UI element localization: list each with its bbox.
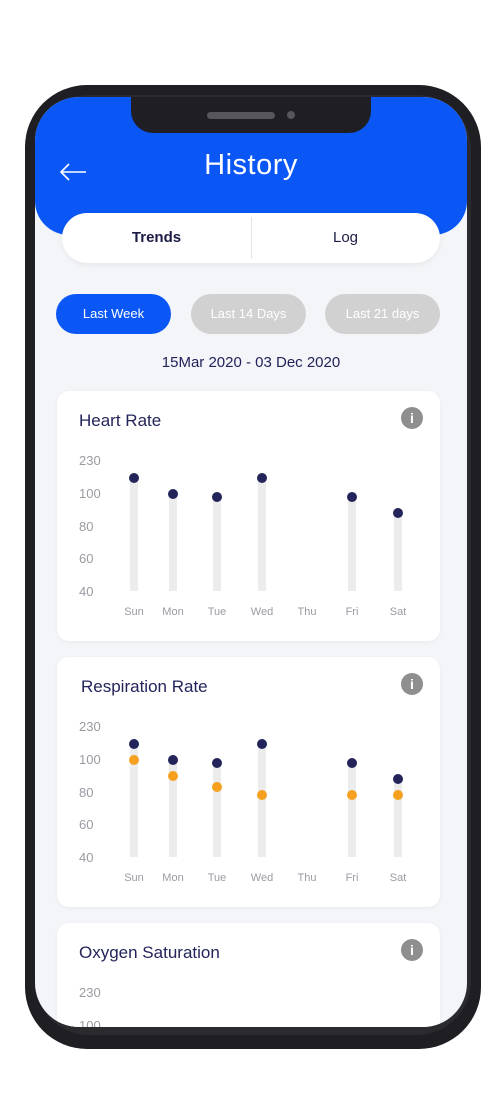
x-tick-label: Sat	[389, 872, 407, 884]
app-screen: History Trends Log Last Week Last 14 Day…	[35, 97, 467, 1027]
app-header: History	[35, 97, 467, 235]
data-point-primary[interactable]	[212, 758, 222, 768]
info-icon[interactable]: i	[401, 673, 423, 695]
back-arrow-icon[interactable]	[59, 155, 89, 185]
tab-trends[interactable]: Trends	[131, 229, 182, 246]
value-bar	[130, 743, 138, 857]
notch	[131, 97, 371, 133]
data-point-primary[interactable]	[257, 738, 267, 749]
segmented-tabs: Trends Log	[62, 213, 440, 263]
value-bar	[258, 477, 266, 591]
y-tick-label: 230	[79, 719, 101, 734]
card-title: Respiration Rate	[81, 677, 208, 696]
y-tick-label: 80	[79, 785, 94, 800]
card-title: Heart Rate	[79, 411, 162, 430]
x-tick-label: Sun	[124, 872, 144, 884]
value-bar	[348, 497, 356, 591]
data-point-primary[interactable]	[168, 754, 178, 765]
y-tick-label: 80	[79, 519, 94, 534]
x-tick-label: Mon	[162, 872, 184, 884]
value-bar	[394, 779, 402, 857]
y-tick-label: 230	[79, 985, 101, 1000]
data-point-primary[interactable]	[257, 472, 267, 483]
x-tick-label: Wed	[250, 872, 274, 884]
filter-last-21-days-button[interactable]: Last 21 days	[325, 294, 440, 334]
y-tick-label: 100	[79, 752, 101, 767]
x-tick-label: Tue	[207, 606, 227, 618]
y-tick-label: 230	[79, 453, 101, 468]
data-point-primary[interactable]	[393, 774, 403, 784]
x-tick-label: Thu	[297, 872, 317, 884]
camera	[287, 111, 295, 119]
x-tick-label: Sun	[124, 606, 144, 618]
data-point-primary[interactable]	[347, 492, 357, 502]
heart-rate-card: Heart Rate i 230 100 80 60 40 Sun Mon Tue Wed Thu…	[57, 391, 440, 641]
x-tick-label: Mon	[162, 606, 184, 618]
data-point-secondary[interactable]	[168, 770, 178, 781]
respiration-rate-card: Respiration Rate i 230 100 80 60 40 Sun Mon Tue…	[57, 657, 440, 907]
x-tick-label: Tue	[207, 872, 227, 884]
oxygen-saturation-card: Oxygen Saturation i 230 100	[57, 923, 440, 1027]
page-title: History	[204, 149, 298, 181]
info-icon[interactable]: i	[401, 407, 423, 429]
y-tick-label: 100	[79, 1018, 101, 1027]
value-bar	[130, 477, 138, 591]
value-bar	[258, 743, 266, 857]
y-tick-label: 100	[79, 486, 101, 501]
data-point-secondary[interactable]	[212, 782, 222, 792]
x-tick-label: Wed	[250, 606, 274, 618]
data-point-primary[interactable]	[168, 488, 178, 499]
speaker	[207, 112, 275, 119]
data-point-secondary[interactable]	[393, 790, 403, 800]
y-tick-label: 40	[79, 850, 94, 865]
info-icon[interactable]: i	[401, 939, 423, 961]
data-point-primary[interactable]	[347, 758, 357, 768]
value-bar	[169, 759, 177, 857]
y-tick-label: 60	[79, 817, 94, 832]
data-point-primary[interactable]	[212, 492, 222, 502]
value-bar	[348, 763, 356, 857]
value-bar	[394, 513, 402, 591]
y-tick-label: 60	[79, 551, 94, 566]
data-point-secondary[interactable]	[129, 754, 139, 765]
data-point-primary[interactable]	[129, 472, 139, 483]
data-point-primary[interactable]	[393, 508, 403, 518]
x-tick-label: Sat	[389, 606, 407, 618]
value-bar	[213, 763, 221, 857]
tab-divider	[251, 217, 252, 259]
data-point-secondary[interactable]	[257, 790, 267, 800]
value-bar	[213, 497, 221, 591]
filter-last-14-days-button[interactable]: Last 14 Days	[191, 294, 306, 334]
x-tick-label: Fri	[345, 606, 359, 618]
card-title: Oxygen Saturation	[79, 943, 220, 962]
date-range: 15Mar 2020 - 03 Dec 2020	[161, 354, 341, 371]
x-tick-label: Thu	[297, 606, 317, 618]
y-tick-label: 40	[79, 584, 94, 599]
value-bar	[169, 493, 177, 591]
x-tick-label: Fri	[345, 872, 359, 884]
data-point-secondary[interactable]	[347, 790, 357, 800]
data-point-primary[interactable]	[129, 738, 139, 749]
filter-last-week-button[interactable]: Last Week	[56, 294, 171, 334]
tab-log[interactable]: Log	[332, 229, 359, 246]
